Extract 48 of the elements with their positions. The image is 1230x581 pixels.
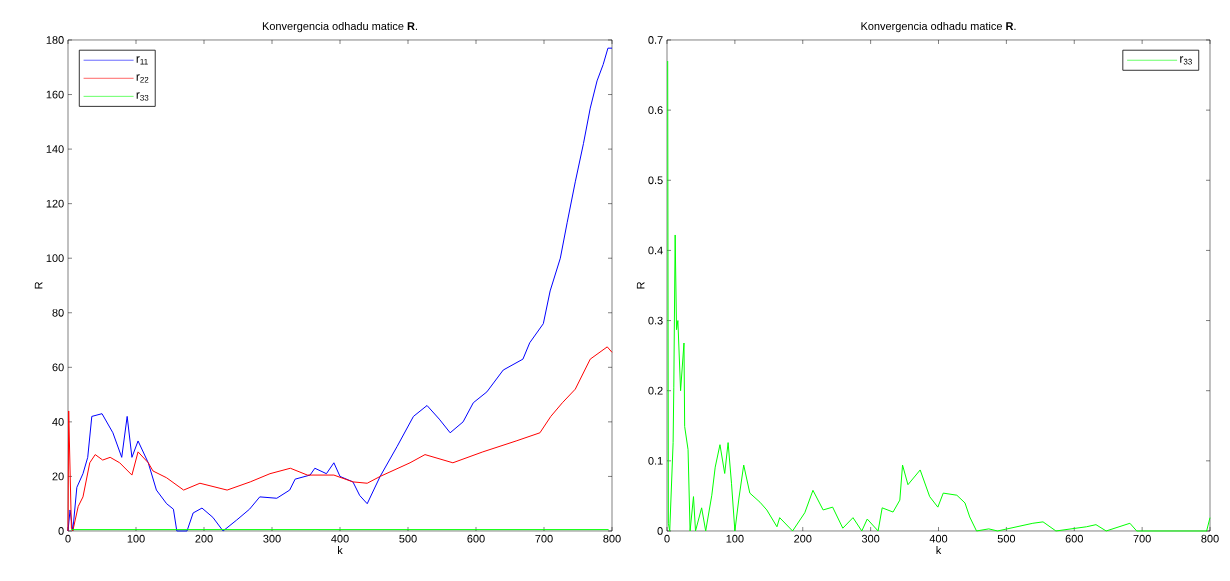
y-tick-label: 160 [46, 90, 64, 99]
x-tick-label: 0 [664, 534, 670, 543]
y-tick-label: 40 [52, 418, 64, 426]
y-tick-label: 0.7 [648, 36, 663, 44]
legend-label: r$_{33}$ [136, 92, 149, 101]
chart-title: Konvergencia odhadu matice R. [262, 21, 417, 33]
x-tick-label: 100 [726, 534, 744, 543]
y-tick-label: 0.6 [648, 106, 663, 115]
x-tick-label: 400 [929, 534, 948, 543]
line-series [67, 346, 613, 532]
x-tick-label: 500 [399, 534, 417, 543]
x-tick-label: 400 [331, 534, 349, 543]
y-tick-label: 0 [58, 527, 64, 535]
legend-label: r$_{11}$ [136, 56, 148, 65]
x-tick-label: 300 [263, 534, 281, 543]
y-tick-label: 140 [46, 145, 64, 153]
x-tick-label: 600 [1065, 534, 1083, 543]
x-tick-label: 700 [1133, 534, 1151, 543]
y-axis-title: R [34, 282, 43, 289]
y-tick-label: 0 [657, 527, 663, 535]
y-tick-label: 0.1 [648, 456, 663, 465]
x-tick-label: 200 [195, 534, 213, 543]
x-tick-label: 500 [997, 534, 1016, 543]
y-tick-label: 180 [46, 36, 64, 44]
x-axis-title: k [338, 546, 343, 555]
y-tick-label: 60 [52, 363, 64, 372]
y-tick-label: 0.2 [648, 386, 663, 395]
y-tick-label: 100 [46, 254, 64, 263]
legend-label: r$_{22}$ [136, 74, 149, 83]
x-tick-label: 200 [794, 534, 812, 543]
y-tick-label: 0.3 [648, 316, 663, 325]
y-axis-title: R [636, 282, 645, 289]
x-axis-title: k [936, 546, 942, 555]
y-tick-label: 20 [52, 472, 64, 481]
legend-label: r$_{33}$ [1180, 56, 1192, 65]
x-tick-label: 600 [467, 534, 485, 543]
x-tick-label: 800 [1201, 534, 1219, 543]
y-tick-label: 0.5 [648, 176, 663, 185]
x-tick-label: 700 [535, 534, 553, 543]
y-tick-label: 120 [46, 199, 64, 208]
x-tick-label: 800 [603, 534, 621, 543]
x-tick-label: 100 [127, 534, 145, 543]
x-tick-label: 300 [861, 534, 880, 543]
chart-title: Konvergencia odhadu matice R. [861, 21, 1016, 33]
y-tick-label: 80 [52, 308, 64, 317]
x-tick-label: 0 [65, 534, 71, 543]
y-tick-label: 0.4 [648, 246, 663, 255]
line-series [67, 47, 613, 532]
